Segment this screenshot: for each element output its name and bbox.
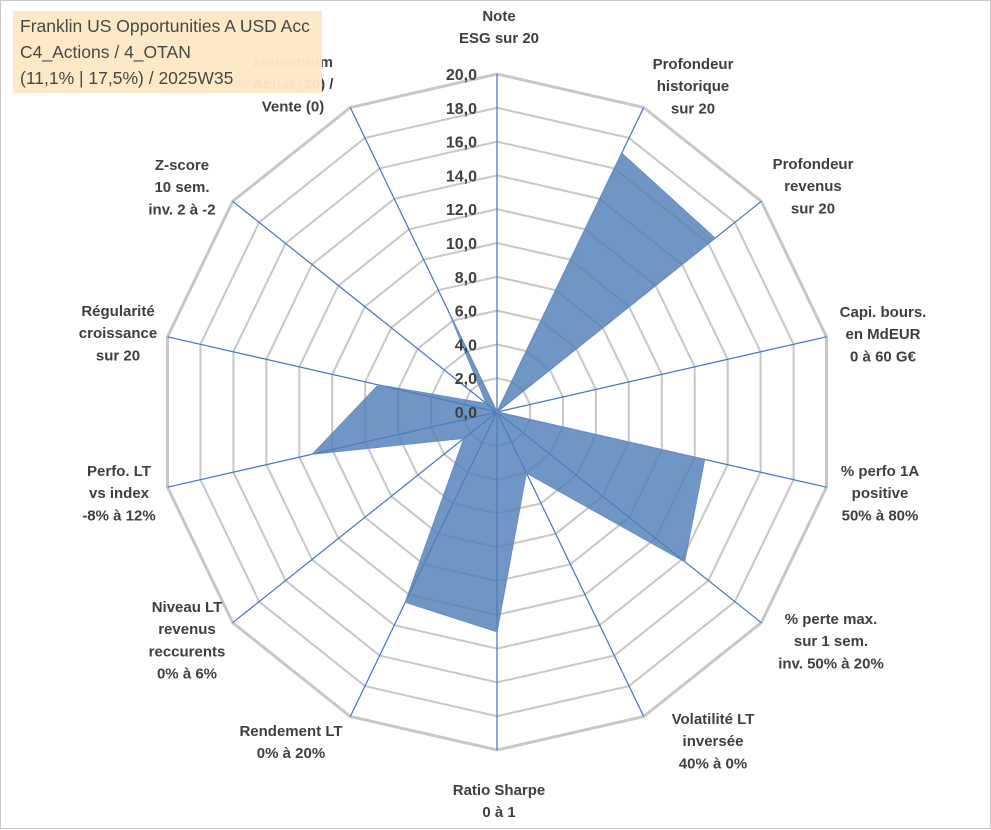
axis-label: Capi. bours. en MdEUR 0 à 60 G€ [840, 304, 927, 365]
axis-label-line: revenus [158, 621, 216, 638]
tick-label: 6,0 [455, 304, 477, 321]
axis-label-line: -8% à 12% [82, 507, 155, 524]
tick-label: 0,0 [455, 405, 477, 422]
radar-series [310, 152, 716, 633]
tick-label: 8,0 [455, 270, 477, 287]
axis-spoke [232, 411, 498, 624]
axis-spoke [496, 336, 827, 413]
axis-label-line: positive [852, 485, 909, 502]
axis-label-line: 50% à 80% [842, 507, 919, 524]
axis-label-line: historique [657, 78, 730, 95]
axis-label: Régularité croissance sur 20 [79, 303, 157, 364]
axis-label-line: vs index [89, 485, 150, 502]
axis-label: Note ESG sur 20 [459, 8, 539, 47]
axis-label-line: Profondeur [653, 56, 734, 73]
axis-label-line: Ratio Sharpe [453, 782, 546, 799]
tick-label: 2,0 [455, 371, 477, 388]
axis-label-line: reccurents [149, 643, 226, 660]
tick-label: 16,0 [446, 135, 477, 152]
tick-label: 14,0 [446, 168, 477, 185]
tick-label: 10,0 [446, 236, 477, 253]
axis-label-line: sur 20 [671, 100, 715, 117]
radar-tick-labels: 0,0 2,0 4,0 6,0 8,0 10,0 12,0 14,0 16,0 18,0 20,0 [446, 67, 477, 422]
axis-label: Perfo. LT vs index -8% à 12% [82, 463, 155, 524]
title-fund-name: Franklin US Opportunities A USD Acc [20, 16, 310, 36]
axis-label: Profondeur revenus sur 20 [773, 156, 854, 217]
axis-label: Volatilité LT inversée 40% à 0% [672, 711, 755, 772]
axis-spoke [232, 200, 498, 413]
axis-label-line: sur 20 [791, 200, 835, 217]
title-stats: (11,1% | 17,5%) / 2025W35 [20, 68, 234, 88]
axis-label-line: % perfo 1A [841, 463, 920, 480]
axis-label: Niveau LT revenus reccurents 0% à 6% [149, 599, 226, 683]
axis-label-line: 0% à 20% [257, 745, 325, 762]
tick-label: 20,0 [446, 67, 477, 84]
axis-label-line: 40% à 0% [679, 755, 747, 772]
axis-label-line: inv. 2 à -2 [148, 201, 215, 218]
axis-label-line: croissance [79, 325, 157, 342]
title-category: C4_Actions / 4_OTAN [20, 42, 191, 62]
axis-label-line: en MdEUR [846, 326, 921, 343]
axis-label: Rendement LT 0% à 20% [239, 723, 342, 762]
axis-label-line: revenus [784, 178, 842, 195]
axis-label-line: Régularité [81, 303, 154, 320]
axis-label: % perfo 1A positive 50% à 80% [841, 463, 920, 524]
axis-label: % perte max. sur 1 sem. inv. 50% à 20% [778, 611, 884, 672]
axis-label-line: Rendement LT [239, 723, 342, 740]
radar-axis-labels: Note ESG sur 20 Profondeur historique sur 20… [79, 8, 927, 821]
axis-label-line: inv. 50% à 20% [778, 655, 884, 672]
axis-label-line: % perte max. [785, 611, 878, 628]
axis-label-line: 0 à 60 G€ [850, 348, 917, 365]
axis-label-line: Volatilité LT [672, 711, 755, 728]
axis-label-line: 0% à 6% [157, 666, 217, 683]
axis-label-line: Capi. bours. [840, 304, 927, 321]
tick-label: 12,0 [446, 202, 477, 219]
axis-label-line: Vente (0) [262, 98, 325, 115]
series-area [310, 152, 716, 633]
axis-label-line: Niveau LT [152, 599, 223, 616]
axis-label-line: Note [482, 8, 515, 25]
axis-label-line: sur 20 [96, 347, 140, 364]
axis-label: Profondeur historique sur 20 [653, 56, 734, 117]
axis-label-line: 0 à 1 [482, 804, 515, 821]
tick-label: 18,0 [446, 101, 477, 118]
axis-label-line: Perfo. LT [87, 463, 151, 480]
axis-label-line: Profondeur [773, 156, 854, 173]
tick-label: 4,0 [455, 337, 477, 354]
axis-label-line: inversée [683, 733, 744, 750]
chart-title-box: Franklin US Opportunities A USD Acc C4_A… [13, 11, 322, 93]
axis-label: Z-score 10 sem. inv. 2 à -2 [148, 157, 215, 218]
axis-label-line: sur 1 sem. [794, 633, 868, 650]
axis-label-line: ESG sur 20 [459, 30, 539, 47]
axis-label-line: Z-score [155, 157, 209, 174]
axis-label-line: 10 sem. [154, 179, 209, 196]
axis-label: Ratio Sharpe 0 à 1 [453, 782, 546, 821]
